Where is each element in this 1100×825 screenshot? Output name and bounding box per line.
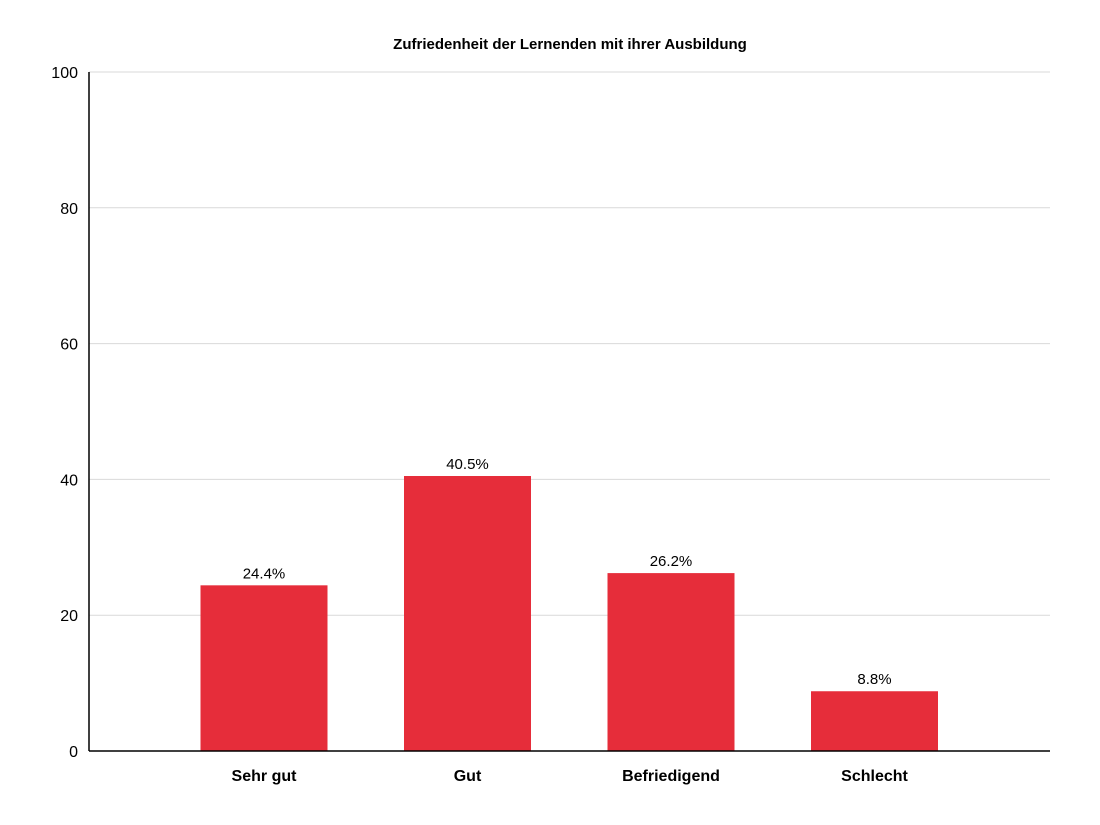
- y-tick-label: 20: [60, 608, 78, 625]
- data-label: 40.5%: [446, 456, 489, 473]
- chart-title: Zufriedenheit der Lernenden mit ihrer Au…: [393, 36, 747, 53]
- data-label: 26.2%: [650, 553, 693, 570]
- axes: [88, 72, 1050, 752]
- bar-befriedigend: [607, 573, 735, 751]
- bar-sehr-gut: [200, 585, 328, 751]
- y-tick-label: 100: [51, 65, 78, 82]
- x-tick-label: Gut: [454, 768, 482, 785]
- x-tick-label: Sehr gut: [232, 768, 298, 785]
- bar-gut: [404, 476, 531, 751]
- x-tick-label: Befriedigend: [622, 768, 720, 785]
- labels: 0 20 40 60 80 100 24.4% Sehr gut 40.5% Gut 26.2% Be…: [51, 65, 908, 785]
- y-tick-label: 0: [69, 744, 78, 761]
- data-label: 24.4%: [243, 565, 286, 582]
- y-tick-label: 80: [60, 201, 78, 218]
- bars: [200, 476, 938, 751]
- bar-schlecht: [811, 691, 938, 751]
- x-tick-label: Schlecht: [841, 768, 908, 785]
- gridlines: [89, 71, 1050, 616]
- data-label: 8.8%: [857, 671, 891, 688]
- y-tick-label: 60: [60, 337, 78, 354]
- y-tick-label: 40: [60, 472, 78, 489]
